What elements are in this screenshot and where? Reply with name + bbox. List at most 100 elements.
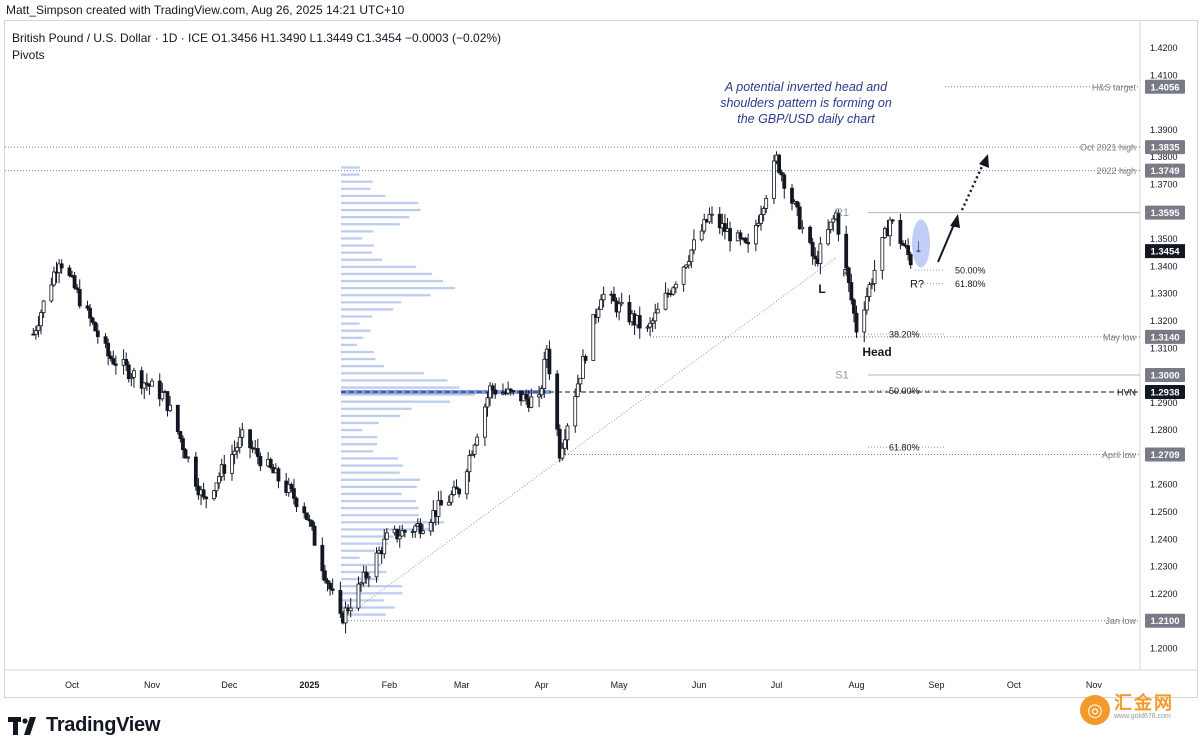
indicator-legend[interactable]: Pivots <box>12 48 45 62</box>
volume-profile-bar <box>341 613 386 616</box>
annotation-line: the GBP/USD daily chart <box>737 112 875 126</box>
price-tag-text: 1.3140 <box>1150 332 1179 343</box>
candle <box>41 300 46 319</box>
x-tick-label: Sep <box>929 680 945 690</box>
candle-body <box>707 214 712 223</box>
candle-body <box>573 395 578 427</box>
candle-body <box>717 213 722 229</box>
price-tag: 1.2938 <box>1145 384 1185 399</box>
trendline <box>340 257 837 622</box>
candle-body <box>673 283 678 289</box>
candle-body <box>428 522 433 532</box>
price-tag: 1.3000 <box>1145 368 1185 383</box>
candle-body <box>493 389 498 395</box>
credit-bar: Matt_Simpson created with TradingView.co… <box>0 0 1202 20</box>
candle <box>790 183 794 211</box>
y-tick-label: 1.2500 <box>1150 507 1178 517</box>
candle-body <box>258 456 263 467</box>
candle-body <box>374 552 379 578</box>
candle <box>186 456 191 463</box>
candles <box>31 151 921 634</box>
candle-body <box>663 292 668 310</box>
volume-profile-bar <box>341 585 402 588</box>
candle <box>782 172 787 199</box>
candle <box>348 598 353 618</box>
volume-profile-bar <box>341 315 373 318</box>
candle-body <box>193 456 198 487</box>
candle <box>59 259 64 274</box>
candle <box>302 502 307 519</box>
candle <box>506 381 511 396</box>
candle <box>356 576 361 612</box>
annotation-line: A potential inverted head and <box>724 80 888 94</box>
level-label: Oct 2021 high <box>1080 143 1136 153</box>
candle-body <box>106 342 111 357</box>
candle-body <box>648 322 652 328</box>
candle-body <box>555 373 560 430</box>
candle <box>103 333 108 349</box>
candle-body <box>844 233 849 269</box>
price-tag-bg <box>1145 140 1185 155</box>
candle-body <box>93 322 98 332</box>
watermark-url: www.gold678.com <box>1114 713 1171 720</box>
price-tag: 1.3835 <box>1145 140 1185 155</box>
candle-body <box>330 588 335 591</box>
candle <box>648 317 652 337</box>
candle-body <box>591 314 596 361</box>
volume-profile-bar <box>341 272 432 276</box>
candle <box>483 403 487 447</box>
pattern-label-left-shoulder: L <box>818 282 825 296</box>
candle <box>464 468 469 500</box>
candle-body <box>343 607 348 624</box>
candle-body <box>348 607 353 612</box>
candle-body <box>320 544 325 572</box>
candle-body <box>627 302 632 323</box>
candle <box>395 528 400 543</box>
candle-body <box>681 266 686 285</box>
candle-body <box>52 271 56 286</box>
volume-profile-bar <box>341 556 360 559</box>
candle-body <box>612 293 616 302</box>
candle-body <box>464 471 469 495</box>
candle <box>810 237 815 265</box>
candle-body <box>310 520 314 527</box>
candle <box>39 309 43 335</box>
watermark-main: 汇金网 <box>1114 693 1174 713</box>
candle-body <box>384 532 389 540</box>
candle <box>428 519 433 536</box>
candle-body <box>338 589 343 614</box>
volume-profile-bar <box>341 443 378 446</box>
candle <box>849 273 854 305</box>
tradingview-logo[interactable]: TradingView <box>8 714 160 737</box>
candle-body <box>906 245 911 255</box>
chart-frame <box>4 20 1198 698</box>
candle <box>761 206 766 222</box>
candle-body <box>472 444 477 455</box>
price-chart[interactable]: 1.4200 1.4100 1.3900 1.3800 1.3700 1.3500 1.34… <box>0 0 1202 698</box>
candle <box>150 378 154 387</box>
candle <box>403 528 407 538</box>
candle <box>178 430 183 443</box>
candle-body <box>795 201 800 208</box>
x-tick-label: Nov <box>1086 680 1103 690</box>
volume-profile-bar <box>341 357 376 361</box>
volume-profile-bar <box>341 201 419 205</box>
candle-body <box>836 212 841 235</box>
candle <box>142 381 147 400</box>
candle-body <box>150 380 154 387</box>
candle-body <box>728 228 732 242</box>
candle-body <box>452 486 456 496</box>
x-tick-label: Dec <box>221 680 238 690</box>
candle-body <box>867 284 872 298</box>
candle <box>72 271 77 290</box>
volume-profile-bar <box>341 478 421 481</box>
y-tick-label: 1.3700 <box>1150 179 1178 189</box>
volume-profile-bar <box>341 492 402 496</box>
candle-body <box>77 289 82 307</box>
candle-body <box>366 576 371 579</box>
candle <box>33 325 38 340</box>
candle-body <box>761 208 766 215</box>
volume-profile-bar <box>341 457 398 460</box>
candle-body <box>289 483 294 489</box>
candle <box>132 367 136 388</box>
